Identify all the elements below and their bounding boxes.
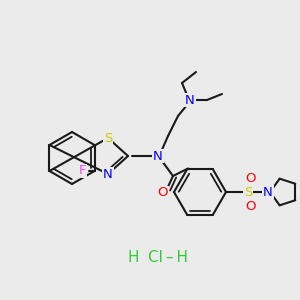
Text: S: S xyxy=(244,185,252,199)
Text: O: O xyxy=(158,187,168,200)
Text: Cl – H: Cl – H xyxy=(148,250,188,265)
Text: O: O xyxy=(245,200,255,212)
Text: S: S xyxy=(104,131,112,145)
Text: N: N xyxy=(153,149,163,163)
Text: N: N xyxy=(185,94,195,106)
Text: N: N xyxy=(103,167,113,181)
Text: H: H xyxy=(127,250,139,265)
Text: F: F xyxy=(79,164,86,178)
Text: O: O xyxy=(245,172,255,184)
Text: N: N xyxy=(263,185,273,199)
